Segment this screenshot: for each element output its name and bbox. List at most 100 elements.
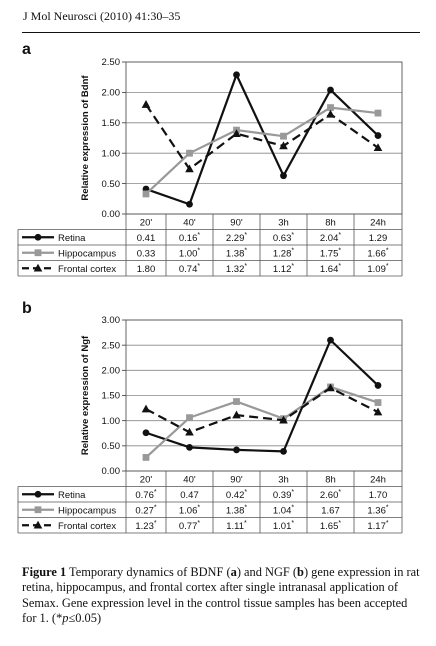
table-value-label: 1.04* bbox=[273, 504, 295, 516]
y-tick-label: 0.00 bbox=[102, 466, 121, 477]
x-category-label: 90' bbox=[230, 475, 243, 486]
data-point bbox=[326, 383, 335, 392]
table-value-label: 1.11* bbox=[226, 520, 247, 532]
caption-text-3: ) gene expression in rat retina, hippoca… bbox=[22, 565, 420, 626]
y-tick-label: 2.00 bbox=[102, 366, 121, 377]
table-value-label: 1.28* bbox=[273, 247, 295, 259]
x-category-label: 20' bbox=[140, 475, 153, 486]
y-tick-label: 1.50 bbox=[102, 391, 121, 402]
table-value-label: 1.38* bbox=[226, 504, 248, 516]
data-point bbox=[142, 454, 150, 461]
caption-star: * bbox=[56, 611, 63, 626]
data-point bbox=[233, 398, 240, 405]
series-line-retina bbox=[145, 339, 379, 453]
data-point bbox=[373, 407, 383, 416]
caption-text-4: ≤0.05) bbox=[68, 611, 102, 626]
table-value-label: 1.12* bbox=[273, 263, 295, 275]
caption-text-2: ) and NGF ( bbox=[236, 565, 298, 579]
data-point bbox=[374, 399, 382, 406]
table-value-label: 1.17* bbox=[367, 520, 389, 532]
y-tick-label: 1.00 bbox=[102, 416, 121, 427]
data-point bbox=[373, 143, 383, 152]
legend-label: Retina bbox=[58, 490, 86, 501]
data-point bbox=[142, 190, 150, 198]
table-value-label: 0.41 bbox=[137, 233, 156, 244]
data-point bbox=[279, 415, 288, 424]
figure-caption: Figure 1 Temporary dynamics of BDNF (a) … bbox=[22, 565, 422, 627]
data-point bbox=[232, 410, 241, 419]
y-tick-label: 0.50 bbox=[102, 179, 121, 190]
legend-marker bbox=[34, 233, 42, 241]
table-value-label: 1.01* bbox=[273, 520, 295, 532]
data-point bbox=[279, 141, 288, 150]
table-value-label: 0.39* bbox=[273, 489, 295, 501]
y-tick-label: 1.00 bbox=[102, 148, 121, 159]
legend-label: Retina bbox=[58, 233, 86, 244]
plot-area bbox=[125, 61, 403, 215]
x-category-label: 20' bbox=[140, 218, 153, 229]
x-category-label: 40' bbox=[183, 475, 196, 486]
y-tick-label: 3.00 bbox=[102, 315, 121, 326]
caption-b: b bbox=[297, 565, 304, 579]
table-value-label: 0.27* bbox=[135, 504, 157, 516]
data-point bbox=[141, 100, 151, 108]
x-category-label: 24h bbox=[370, 218, 386, 229]
table-value-label: 0.47 bbox=[180, 490, 199, 501]
table-value-label: 1.36* bbox=[367, 504, 389, 516]
table-value-label: 0.76* bbox=[135, 489, 157, 501]
data-point bbox=[280, 172, 287, 180]
panel-label-a: a bbox=[22, 41, 31, 58]
data-point bbox=[186, 200, 193, 208]
x-category-label: 8h bbox=[325, 475, 336, 486]
ngf-chart: Relative expression of Ngf 0.00 0.50 1.00 1.… bbox=[17, 315, 403, 534]
caption-p: p bbox=[62, 611, 69, 626]
data-point bbox=[232, 129, 241, 138]
y-tick-label: 2.00 bbox=[102, 88, 121, 99]
legend-marker bbox=[34, 490, 42, 498]
series-line-retina bbox=[145, 73, 379, 206]
table-value-label: 1.23* bbox=[135, 520, 157, 532]
series-line-frontal-cortex bbox=[145, 103, 379, 171]
table-value-label: 1.80 bbox=[137, 264, 156, 275]
data-point bbox=[186, 149, 193, 157]
data-point bbox=[280, 447, 287, 455]
legend-marker bbox=[33, 520, 43, 529]
table-value-label: 1.09* bbox=[367, 263, 389, 275]
table-value-label: 1.32* bbox=[226, 263, 248, 275]
legend-marker bbox=[34, 249, 42, 257]
data-point bbox=[186, 443, 193, 451]
x-category-label: 40' bbox=[183, 218, 196, 229]
y-axis-label: Relative expression of Ngf bbox=[80, 335, 91, 455]
data-point bbox=[233, 446, 240, 454]
data-point bbox=[374, 132, 382, 139]
x-category-label: 3h bbox=[278, 475, 289, 486]
data-point bbox=[233, 71, 240, 79]
caption-a: a bbox=[230, 565, 237, 579]
data-point bbox=[327, 336, 334, 344]
y-tick-label: 1.50 bbox=[102, 118, 121, 129]
caption-label: Figure 1 bbox=[22, 565, 67, 579]
table-value-label: 1.70 bbox=[369, 490, 388, 501]
data-point bbox=[185, 164, 194, 173]
data-point bbox=[141, 404, 151, 413]
legend-marker bbox=[33, 263, 43, 272]
panel-label-b: b bbox=[22, 300, 32, 317]
header-rule bbox=[22, 32, 420, 33]
legend-marker bbox=[34, 506, 42, 514]
x-category-label: 24h bbox=[370, 475, 386, 486]
table-value-label: 1.75* bbox=[320, 247, 342, 259]
y-tick-label: 0.00 bbox=[102, 209, 121, 220]
bdnf-chart: Relative expression of Bdnf 0.00 0.50 1.00 1… bbox=[17, 57, 403, 277]
table-value-label: 0.42* bbox=[226, 489, 248, 501]
data-point bbox=[374, 382, 382, 389]
table-value-label: 1.67 bbox=[321, 505, 340, 516]
table-value-label: 1.38* bbox=[226, 247, 248, 259]
data-point bbox=[374, 109, 382, 117]
y-tick-label: 2.50 bbox=[102, 340, 121, 351]
data-point bbox=[327, 86, 334, 94]
table-value-label: 2.60* bbox=[320, 489, 342, 501]
data-point bbox=[326, 109, 335, 118]
legend-label: Frontal cortex bbox=[58, 264, 116, 275]
x-category-label: 90' bbox=[230, 218, 243, 229]
x-category-label: 8h bbox=[325, 218, 336, 229]
